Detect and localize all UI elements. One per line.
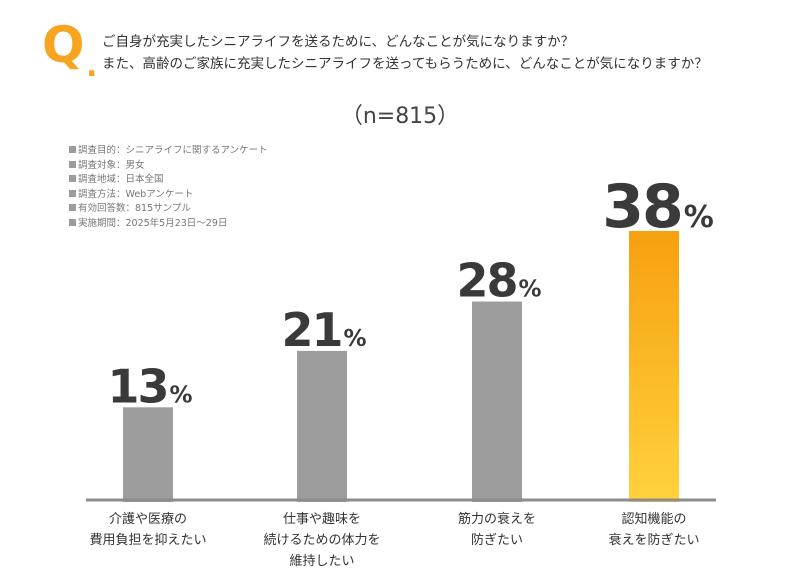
data-label-unit: % [518,277,541,303]
data-label-unit: % [169,382,192,408]
data-label: 38% [602,172,714,242]
category-label: 仕事や趣味を続けるための体力を 維持したい [237,509,407,572]
category-label-line: 認知機能の [621,512,687,527]
category-label-line: 維持したい [289,554,355,569]
survey-note-text: 調査地域：日本全国 [78,174,164,185]
data-label-value: 28 [456,254,516,308]
data-label-unit: % [343,326,366,352]
category-label-line: 続けるための体力を [263,533,381,548]
survey-note: 実施期間：2025年5月23日～29日 [69,217,268,232]
square-bullet-icon [69,146,76,153]
question-text: ご自身が充実したシニアライフを送るために、どんなことが気になりますか？ また、高… [102,31,792,75]
bar [472,301,522,502]
category-label-line: 衰えを防ぎたい [608,533,700,548]
q-letter: Q [42,16,85,74]
sample-size: （n=815） [340,104,460,129]
data-label-value: 13 [107,359,167,413]
data-label: 13% [107,359,192,413]
survey-note: 調査目的：シニアライフに関するアンケート [69,144,268,159]
data-label-value: 21 [281,303,341,357]
survey-note: 調査対象：男女 [69,159,268,174]
category-label-line: 費用負担を抑えたい [89,533,207,548]
question-mark-logo: Q . [42,20,102,82]
square-bullet-icon [69,189,76,197]
category-label-line: 介護や医療の [108,512,187,527]
bar [297,350,347,502]
bar [123,407,173,502]
category-label: 認知機能の衰えを防ぎたい [569,509,739,551]
survey-note: 有効回答数：815サンプル [69,202,268,217]
data-label-unit: % [684,200,714,235]
category-label: 介護や医療の費用負担を抑えたい [63,509,233,551]
survey-notes: 調査目的：シニアライフに関するアンケート 調査対象：男女調査地域：日本全国調査方法… [69,144,268,231]
square-bullet-icon [69,204,76,211]
survey-note: 調査方法：Webアンケート [69,188,268,203]
survey-note-text: 調査対象：男女 [78,159,145,171]
category-label-line: 筋力の衰えを [457,512,536,527]
question-line-1: ご自身が充実したシニアライフを送るために、どんなことが気になりますか？ [102,34,575,50]
square-bullet-icon [69,160,76,168]
survey-note-text: 実施期間：2025年5月23日～29日 [78,217,228,229]
square-bullet-icon [69,218,76,226]
category-label: 筋力の衰えを 防ぎたい [412,509,582,551]
square-bullet-icon [69,175,76,182]
survey-note-text: 調査方法：Webアンケート [78,188,194,200]
survey-note: 調査地域：日本全国 [69,173,268,188]
data-label: 21% [281,303,366,357]
q-dot: . [86,49,98,84]
survey-note-text: 調査目的：シニアライフに関するアンケート [78,145,268,156]
survey-note-text: 有効回答数：815サンプル [78,203,191,214]
data-label: 28% [456,254,541,308]
category-label-line: 防ぎたい [470,533,523,548]
bar [629,231,679,502]
question-line-2: また、高齢のご家族に充実したシニアライフを送ってもらうために、どんなことが気にな… [102,56,708,72]
data-label-value: 38 [602,172,682,242]
category-label-line: 仕事や趣味を [282,512,361,527]
